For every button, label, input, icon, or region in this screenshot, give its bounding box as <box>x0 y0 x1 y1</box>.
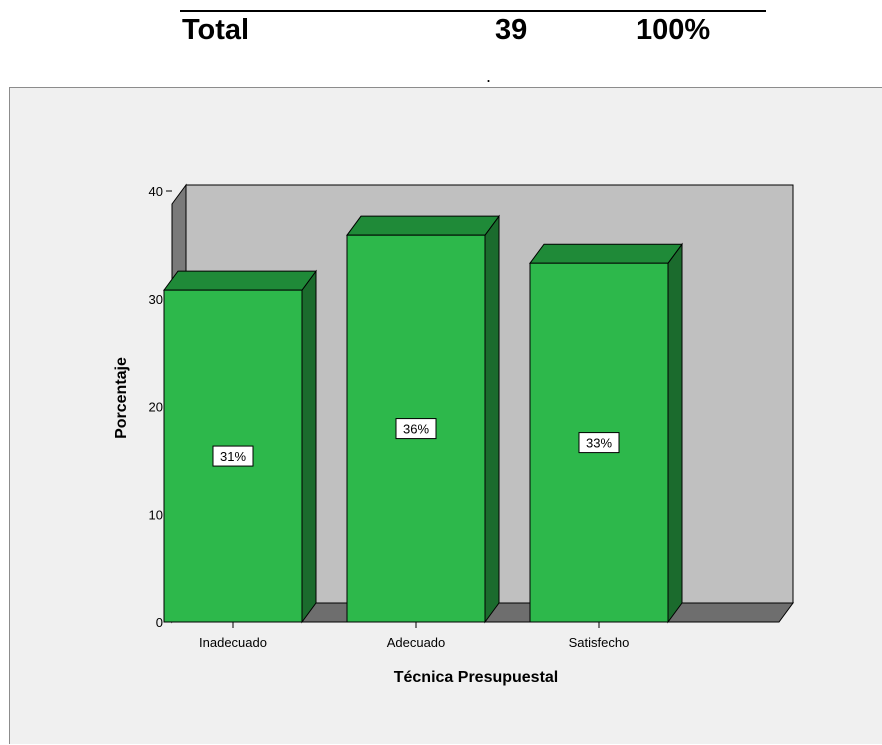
y-axis-title: Porcentaje <box>113 357 130 439</box>
y-tick-label: 20 <box>149 400 163 415</box>
x-tick-label: Adecuado <box>387 635 446 650</box>
total-count: 39 <box>495 14 528 46</box>
bar-side <box>301 269 317 624</box>
bar-chart: 0 10 20 30 40 31% Inadecuado 36% Adecuado 33% Sati… <box>113 183 794 686</box>
x-tick-label: Satisfecho <box>569 635 630 650</box>
data-label: 33% <box>586 436 612 451</box>
y-tick-label: 0 <box>156 615 163 630</box>
total-percent: 100% <box>636 14 711 46</box>
stray-dot: . <box>486 66 492 86</box>
bar-satisfecho: 33% <box>529 242 683 624</box>
data-label-box <box>212 445 254 467</box>
x-tick-label: Inadecuado <box>199 635 267 650</box>
y-tick-label: 30 <box>149 292 163 307</box>
data-label: 31% <box>220 449 246 464</box>
bar-side <box>667 242 683 624</box>
bar-inadecuado: 31% <box>163 269 317 624</box>
data-label: 36% <box>403 422 429 437</box>
total-label: Total <box>182 14 250 46</box>
bar-top <box>346 215 500 236</box>
y-tick-label: 40 <box>149 184 163 199</box>
data-label-box <box>578 432 620 454</box>
table-top-rule <box>180 10 766 12</box>
data-label-box <box>395 418 437 440</box>
chart-frame: 0 10 20 30 40 31% Inadecuado 36% Adecuado 33% Sati… <box>9 87 882 744</box>
y-tick-label: 10 <box>149 507 163 522</box>
x-axis-title: Técnica Presupuestal <box>394 669 559 686</box>
bar-top <box>163 270 317 291</box>
bar-side <box>484 214 500 624</box>
bar-top <box>529 243 683 264</box>
bar-adecuado: 36% <box>346 214 500 624</box>
